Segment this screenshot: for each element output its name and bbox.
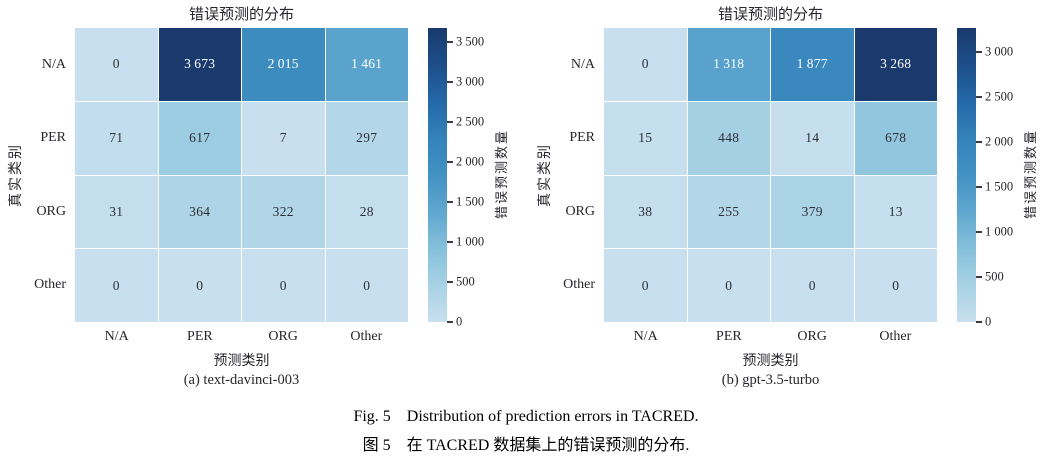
heatmap-cell: 322 (242, 175, 325, 249)
y-tick-label: Other (34, 277, 66, 293)
heatmap-cell: 14 (771, 101, 854, 175)
heatmap-cell: 617 (158, 101, 241, 175)
y-tick-label: ORG (565, 203, 595, 219)
colorbar-tick-label: 3 000 (456, 74, 485, 89)
panel-subcaption: (b) gpt-3.5-turbo (721, 372, 820, 388)
x-tick-label: PER (716, 329, 742, 344)
heatmap-cell: 15 (604, 101, 687, 175)
heatmap-cell: 1 318 (687, 28, 770, 101)
heatmap-cell: 0 (687, 249, 770, 322)
plot-title: 错误预测的分布 (188, 7, 294, 23)
colorbar-tick-mark (976, 276, 982, 279)
heatmap-cell: 0 (604, 28, 687, 101)
colorbar-label: 错误预测数量 (494, 129, 509, 220)
heatmap-cell: 0 (75, 249, 158, 322)
y-tick-labels: N/A PER ORG Other (529, 28, 595, 322)
heatmap-cell: 297 (325, 101, 408, 175)
x-tick-label: Other (350, 329, 383, 344)
heatmap-cell: 3 673 (158, 28, 241, 101)
heatmap-cell: 0 (158, 249, 241, 322)
y-tick-labels: N/A PER ORG Other (0, 28, 66, 322)
colorbar-tick-label: 500 (985, 269, 1004, 284)
heatmap-cell: 71 (75, 101, 158, 175)
y-tick-label: ORG (36, 203, 66, 219)
x-tick-label: N/A (104, 329, 129, 344)
heatmap-cell: 1 461 (325, 28, 408, 101)
colorbar-tick-label: 1 000 (456, 234, 485, 249)
heatmap-cell: 0 (242, 249, 325, 322)
colorbar-tick-label: 2 500 (985, 89, 1014, 104)
heatmap-cell: 13 (854, 175, 937, 249)
heatmap-cell: 1 877 (771, 28, 854, 101)
heatmap-cell: 31 (75, 175, 158, 249)
colorbar-tick-mark (447, 240, 453, 243)
x-tick-labels: N/A PER ORG Other (604, 329, 937, 346)
heatmap-cell: 38 (604, 175, 687, 249)
y-tick-label: PER (569, 130, 595, 146)
y-tick-label: Other (563, 277, 595, 293)
x-tick-label: Other (879, 329, 912, 344)
heatmap-cell: 0 (325, 249, 408, 322)
x-tick-label: N/A (633, 329, 658, 344)
colorbar-tick-mark (976, 141, 982, 144)
colorbar-tick-mark (976, 96, 982, 99)
colorbar-tick-mark (447, 280, 453, 283)
colorbar-gradient (957, 28, 976, 322)
heatmap-cell: 678 (854, 101, 937, 175)
x-tick-label: ORG (268, 329, 298, 344)
heatmap-cell: 7 (242, 101, 325, 175)
colorbar-tick-mark (447, 200, 453, 203)
colorbar-tick-mark (447, 40, 453, 43)
heatmap-cell: 255 (687, 175, 770, 249)
colorbar-tick-label: 3 500 (456, 34, 485, 49)
x-tick-label: PER (187, 329, 213, 344)
colorbar-tick-label: 3 000 (985, 44, 1014, 59)
colorbar-tick-label: 1 000 (985, 224, 1014, 239)
heatmap-cell: 0 (854, 249, 937, 322)
colorbar-tick-mark (976, 51, 982, 54)
heatmap-cell: 379 (771, 175, 854, 249)
colorbar-tick-mark (976, 321, 982, 323)
heatmap-cell: 0 (604, 249, 687, 322)
colorbar-tick-label: 0 (456, 314, 463, 329)
colorbar-tick-label: 0 (985, 314, 992, 329)
colorbar-tick-label: 2 000 (985, 134, 1014, 149)
x-tick-label: ORG (797, 329, 827, 344)
colorbar-tick-mark (976, 231, 982, 234)
heatmap-cell: 28 (325, 175, 408, 249)
x-axis-label: 预测类别 (213, 354, 270, 369)
heatmap-cell: 364 (158, 175, 241, 249)
colorbar-gradient (428, 28, 447, 322)
colorbar-tick-label: 2 500 (456, 114, 485, 129)
figure-caption-chinese: 图 5 在 TACRED 数据集上的错误预测的分布. (362, 437, 690, 454)
heatmap-cell: 0 (75, 28, 158, 101)
panel-subcaption: (a) text-davinci-003 (183, 372, 300, 388)
heatmap-cell: 3 268 (854, 28, 937, 101)
colorbar-tick-mark (447, 80, 453, 83)
heatmap-cell: 2 015 (242, 28, 325, 101)
plot-title: 错误预测的分布 (717, 7, 823, 23)
colorbar-tick-label: 2 000 (456, 154, 485, 169)
colorbar-tick-label: 1 500 (985, 179, 1014, 194)
colorbar-tick-label: 1 500 (456, 194, 485, 209)
y-tick-label: N/A (41, 56, 66, 72)
colorbar-label: 错误预测数量 (1023, 129, 1038, 220)
colorbar-tick-mark (447, 120, 453, 123)
heatmap-cell: 0 (771, 249, 854, 322)
x-tick-labels: N/A PER ORG Other (75, 329, 408, 346)
colorbar-tick-mark (976, 186, 982, 189)
colorbar-tick-label: 500 (456, 274, 475, 289)
x-axis-label: 预测类别 (742, 354, 799, 369)
colorbar-tick-mark (447, 321, 453, 323)
heatmap-cell: 448 (687, 101, 770, 175)
y-tick-label: PER (40, 130, 66, 146)
figure-caption-english: Fig. 5 Distribution of prediction errors… (353, 408, 699, 425)
y-tick-label: N/A (570, 56, 595, 72)
colorbar-tick-mark (447, 160, 453, 163)
